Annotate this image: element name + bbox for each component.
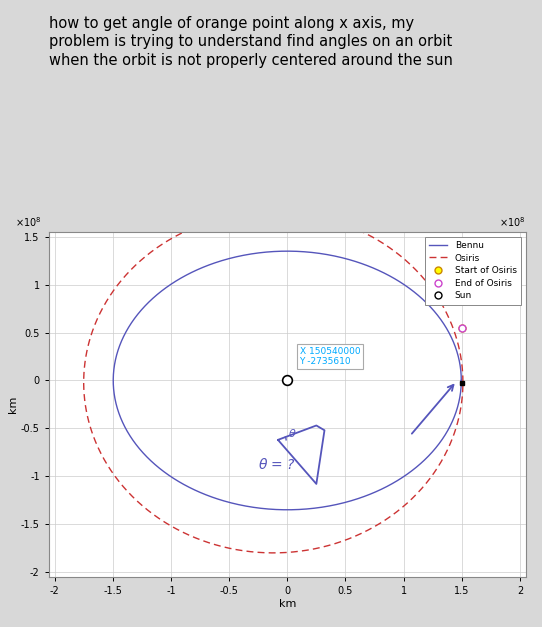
- X-axis label: km: km: [279, 599, 296, 609]
- Y-axis label: km: km: [8, 396, 18, 413]
- Text: how to get angle of orange point along x axis, my: how to get angle of orange point along x…: [49, 16, 414, 31]
- Text: when the orbit is not properly centered around the sun: when the orbit is not properly centered …: [49, 53, 453, 68]
- Legend: Bennu, Osiris, Start of Osiris, End of Osiris, Sun: Bennu, Osiris, Start of Osiris, End of O…: [425, 236, 521, 305]
- Text: $\times10^8$: $\times10^8$: [15, 214, 42, 228]
- Text: $\theta$: $\theta$: [288, 428, 297, 440]
- Text: problem is trying to understand find angles on an orbit: problem is trying to understand find ang…: [49, 34, 452, 50]
- Text: X 150540000
Y -2735610: X 150540000 Y -2735610: [300, 347, 360, 366]
- Text: $\times10^8$: $\times10^8$: [499, 214, 526, 228]
- Text: $\theta$ = ?: $\theta$ = ?: [258, 456, 296, 472]
